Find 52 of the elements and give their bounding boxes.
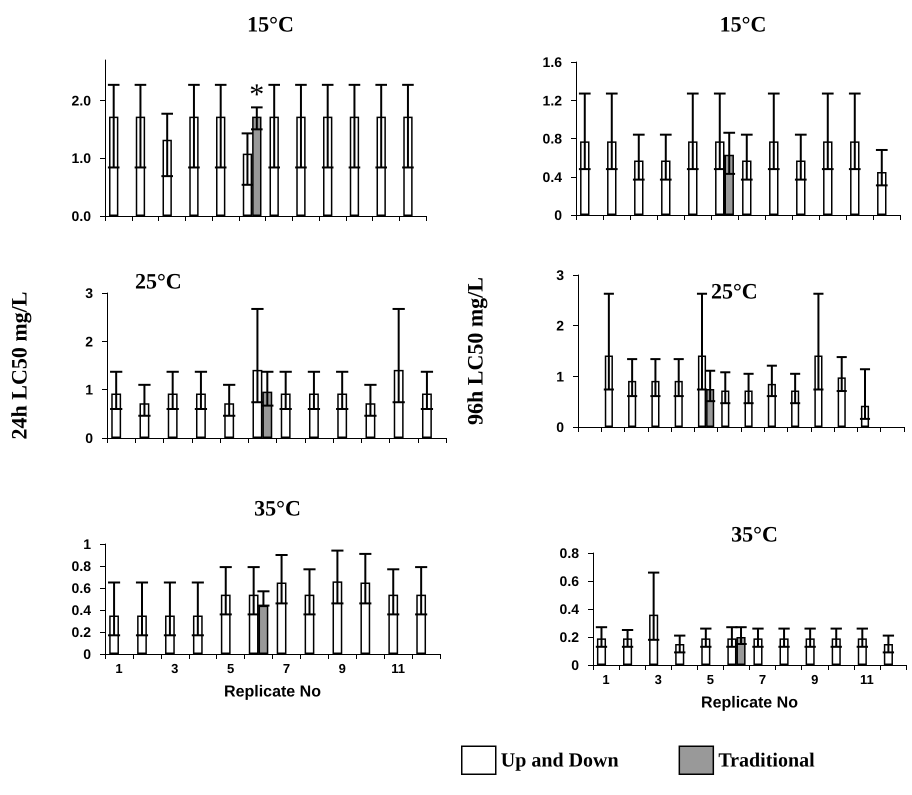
y-tick-label: 0.4 — [542, 168, 562, 185]
x-tick-label: 11 — [860, 672, 874, 687]
y-tick-label: 0.0 — [72, 208, 92, 224]
x-tick-label: 1 — [602, 672, 610, 687]
y-tick-label: 0.2 — [72, 624, 92, 640]
y-axis-title: 96h LC50 mg/L — [462, 277, 488, 425]
chart-title: 15°C — [720, 12, 766, 36]
y-tick-label: 2.0 — [72, 92, 92, 108]
x-tick-label: 9 — [811, 672, 818, 687]
y-tick-label: 0 — [571, 657, 580, 673]
y-tick-label: 0.2 — [560, 629, 580, 645]
chart-title: 25°C — [135, 268, 182, 294]
y-axis-title: 24h LC50 mg/L — [6, 292, 32, 440]
chart-title: 15°C — [247, 12, 294, 36]
y-tick-label: 0.8 — [542, 130, 562, 146]
x-tick-label: 5 — [706, 672, 714, 687]
legend-label: Traditional — [718, 749, 816, 772]
y-tick-label: 0 — [554, 207, 562, 223]
y-tick-label: 3 — [85, 285, 94, 301]
y-tick-label: 3 — [556, 267, 564, 283]
y-tick-label: 1.0 — [72, 150, 92, 166]
y-tick-label: 2 — [85, 333, 94, 350]
annotation: * — [249, 78, 264, 111]
y-tick-label: 1.6 — [542, 54, 562, 70]
y-tick-label: 0.6 — [72, 580, 92, 596]
x-tick-label: 7 — [758, 672, 766, 687]
x-tick-label: 1 — [115, 661, 123, 676]
legend-label: Up and Down — [500, 749, 619, 772]
y-tick-label: 2 — [556, 318, 564, 334]
y-tick-label: 1 — [556, 368, 564, 384]
x-axis-title: Replicate No — [701, 694, 798, 712]
y-tick-label: 1.2 — [542, 92, 562, 108]
y-tick-label: 0.4 — [72, 602, 92, 618]
y-tick-label: 1 — [83, 536, 92, 552]
x-tick-label: 3 — [171, 661, 178, 676]
y-tick-label: 0 — [85, 430, 94, 446]
x-tick-label: 5 — [227, 661, 234, 676]
x-tick-label: 7 — [282, 661, 290, 676]
y-tick-label: 0.8 — [560, 545, 580, 561]
y-tick-label: 0.4 — [560, 601, 580, 617]
x-tick-label: 9 — [338, 661, 346, 676]
y-tick-label: 0.8 — [72, 558, 92, 574]
y-tick-label: 0.6 — [560, 573, 580, 589]
chart-title: 25°C — [711, 278, 758, 304]
y-tick-label: 1 — [85, 382, 94, 398]
chart-title: 35°C — [731, 522, 778, 546]
y-tick-label: 0 — [556, 419, 564, 435]
x-axis-title: Replicate No — [224, 684, 322, 700]
x-tick-label: 3 — [654, 672, 662, 687]
y-tick-label: 0 — [83, 646, 92, 662]
chart-title: 35°C — [254, 496, 301, 520]
x-tick-label: 11 — [391, 661, 405, 676]
